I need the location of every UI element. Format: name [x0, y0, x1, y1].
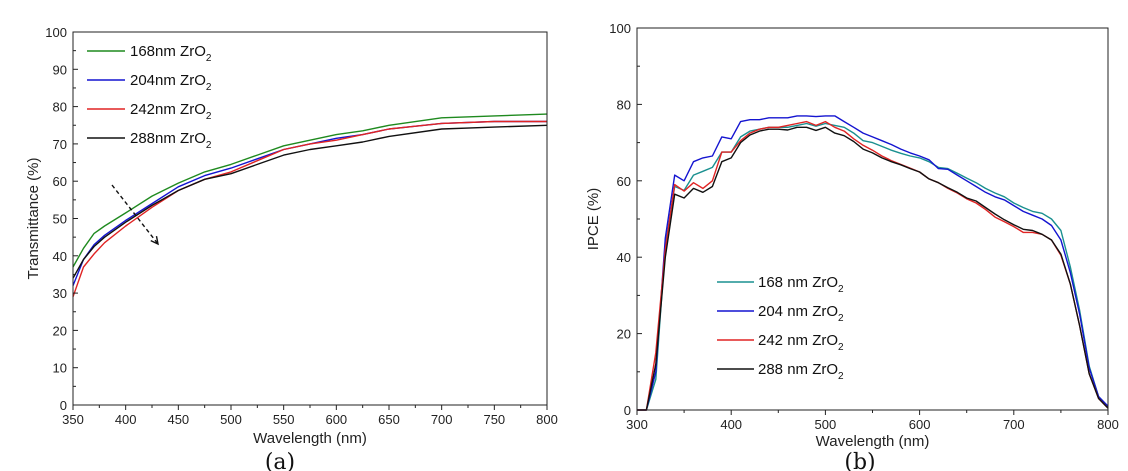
legend-label-text: 242nm ZrO	[130, 101, 206, 118]
x-tick-label: 750	[483, 412, 505, 427]
y-tick-label: 20	[617, 327, 631, 342]
x-tick-label: 600	[325, 412, 347, 427]
x-tick-label: 700	[431, 412, 453, 427]
legend-label-text: 242 nm ZrO	[758, 332, 838, 349]
legend-label-subscript: 2	[838, 284, 844, 295]
legend-label-subscript: 2	[206, 82, 212, 93]
x-tick-label: 300	[626, 417, 648, 432]
y-tick-label: 80	[53, 100, 67, 115]
y-tick-label: 40	[53, 249, 67, 264]
legend-label-subscript: 2	[206, 111, 212, 122]
chart-panel-a: 350 400 450 500 550 600 650 700 750 800 0 10 20 30 40 5…	[25, 25, 558, 471]
x-tick-label: 600	[909, 417, 931, 432]
legend-label: 242nm ZrO2	[130, 101, 212, 122]
y-tick-label: 0	[624, 403, 631, 418]
legend-label-text: 288 nm ZrO	[758, 361, 838, 378]
y-tick-label: 90	[53, 62, 67, 77]
plot-frame	[636, 27, 1109, 411]
legend-label: 288nm ZrO2	[130, 130, 212, 151]
x-tick-label: 500	[815, 417, 837, 432]
legend-label-subscript: 2	[206, 53, 212, 64]
panel-label: (b)	[844, 450, 875, 471]
chart-panel-b: 300 400 500 600 700 800 0 20 40 60 80 100 Wavelength…	[585, 21, 1119, 471]
y-tick-label: 60	[53, 174, 67, 189]
y-tick-label: 50	[53, 212, 67, 227]
legend-label-text: 204 nm ZrO	[758, 303, 838, 320]
x-tick-label: 400	[115, 412, 137, 427]
legend-label: 168nm ZrO2	[130, 43, 212, 64]
legend-label-text: 168nm ZrO	[130, 43, 206, 60]
legend-label-text: 204nm ZrO	[130, 72, 206, 89]
x-tick-label: 700	[1003, 417, 1025, 432]
x-tick-label: 550	[273, 412, 295, 427]
y-tick-label: 30	[53, 286, 67, 301]
x-axis-label: Wavelength (nm)	[816, 433, 930, 450]
y-axis-label: Transmittance (%)	[25, 158, 42, 280]
series-line-0	[72, 113, 548, 268]
panel-label: (a)	[265, 450, 295, 471]
arrow-head-icon	[150, 236, 159, 246]
y-tick-label: 10	[53, 361, 67, 376]
x-tick-label: 800	[536, 412, 558, 427]
x-tick-label: 450	[167, 412, 189, 427]
x-tick-label: 350	[62, 412, 84, 427]
legend-label: 168 nm ZrO2	[758, 274, 844, 295]
y-tick-label: 100	[609, 21, 631, 36]
legend-label-subscript: 2	[838, 371, 844, 382]
y-tick-label: 60	[617, 174, 631, 189]
series-line-2	[637, 120, 1109, 411]
y-tick-label: 70	[53, 137, 67, 152]
y-tick-label: 100	[45, 25, 67, 40]
legend-label-text: 168 nm ZrO	[758, 274, 838, 291]
x-tick-label: 800	[1097, 417, 1119, 432]
x-tick-label: 400	[720, 417, 742, 432]
legend-label: 288 nm ZrO2	[758, 361, 844, 382]
legend-label: 242 nm ZrO2	[758, 332, 844, 353]
y-tick-label: 80	[617, 97, 631, 112]
y-tick-label: 20	[53, 323, 67, 338]
y-tick-label: 0	[60, 398, 67, 413]
series-line-1	[637, 115, 1109, 411]
series-line-0	[637, 122, 1109, 411]
y-axis-label: IPCE (%)	[585, 188, 602, 251]
x-axis-label: Wavelength (nm)	[253, 430, 367, 447]
legend-label-subscript: 2	[206, 140, 212, 151]
legend-label-text: 288nm ZrO	[130, 130, 206, 147]
legend-label-subscript: 2	[838, 342, 844, 353]
series-line-3	[637, 126, 1109, 411]
series-line-2	[72, 120, 547, 298]
x-tick-label: 650	[378, 412, 400, 427]
x-tick-label: 500	[220, 412, 242, 427]
legend-label-subscript: 2	[838, 313, 844, 324]
legend-label: 204nm ZrO2	[130, 72, 212, 93]
legend-label: 204 nm ZrO2	[758, 303, 844, 324]
series-line-3	[72, 124, 548, 279]
y-tick-label: 40	[617, 250, 631, 265]
dashed-arrow-icon	[111, 184, 159, 245]
